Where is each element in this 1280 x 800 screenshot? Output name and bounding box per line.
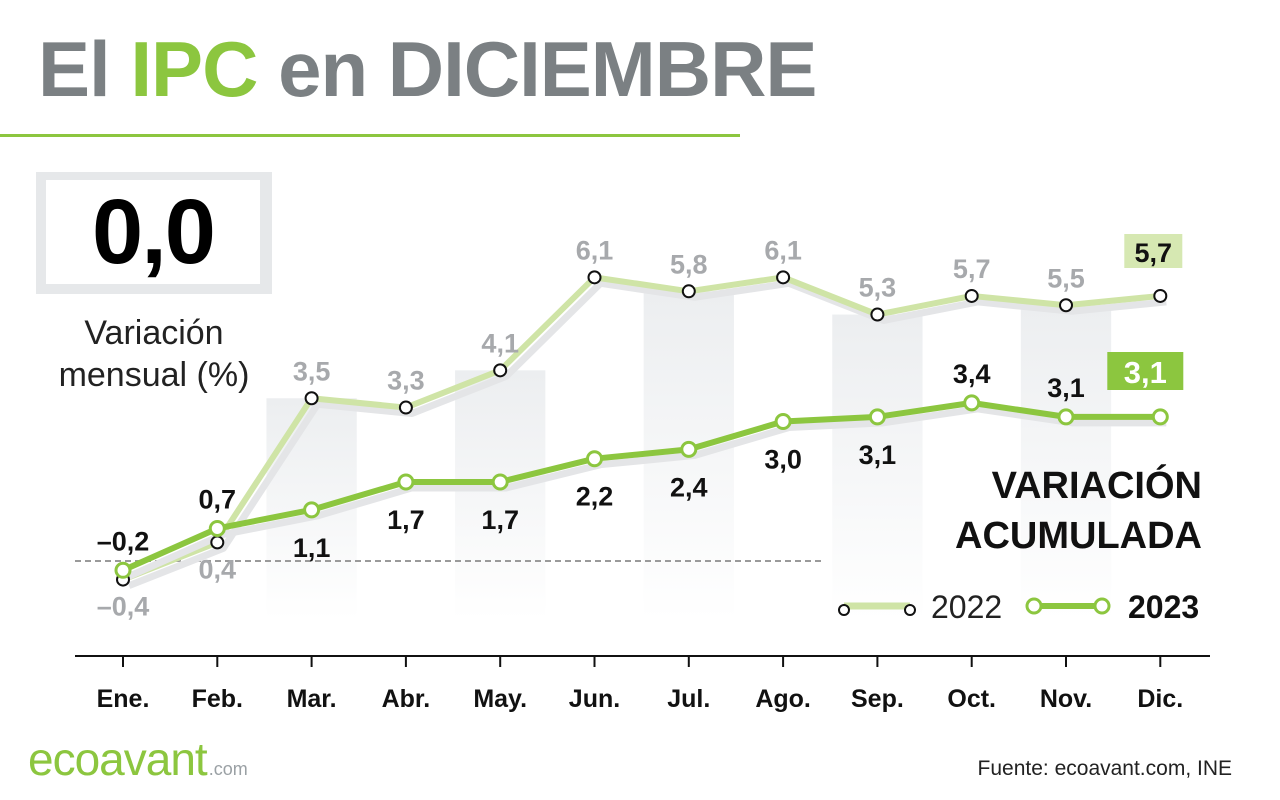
- x-tick-label: Oct.: [947, 685, 996, 713]
- value-highlight-box-2023: [1107, 352, 1184, 390]
- source-note: Fuente: ecoavant.com, INE: [977, 757, 1232, 780]
- data-label-2022: 4,1: [481, 328, 519, 358]
- data-label-2023: 3,1: [1047, 373, 1085, 403]
- x-tick-label: Mar.: [287, 685, 337, 713]
- data-label-2023: –0,2: [97, 526, 150, 556]
- series-2023-point: [1057, 408, 1075, 426]
- series-2022-point: [493, 363, 508, 378]
- data-label-2023: 1,1: [293, 533, 331, 563]
- x-tick-label: May.: [473, 685, 527, 713]
- legend-2023-marker: [1025, 597, 1043, 615]
- data-label-2022: 5,7: [953, 254, 991, 284]
- legend-2022-label: 2022: [931, 589, 1002, 625]
- data-label-2023: 2,2: [576, 482, 614, 512]
- series-2022-point: [1059, 298, 1073, 313]
- data-label-2022: 6,1: [576, 235, 614, 265]
- logo-domain: .com: [208, 759, 248, 779]
- legend-2022-marker: [904, 604, 916, 616]
- x-tick-label: Ago.: [755, 685, 811, 713]
- series-2023-point: [397, 473, 415, 491]
- title-underline: [0, 134, 740, 137]
- data-label-2023: 3,4: [953, 359, 991, 389]
- series-2022-point: [304, 391, 319, 406]
- panel-title-line2: ACUMULADA: [955, 515, 1202, 557]
- series-2023-point: [114, 561, 132, 579]
- x-tick-label: Sep.: [851, 685, 904, 713]
- x-tick-label: Feb.: [192, 685, 243, 713]
- data-label-2023: 1,7: [481, 505, 519, 535]
- logo-wordmark: ecoavant: [28, 733, 208, 785]
- series-2023-point: [774, 413, 792, 430]
- background-band: [832, 314, 923, 620]
- data-label-2023: 3,1: [859, 440, 897, 470]
- legend-2023-marker: [1093, 597, 1111, 615]
- kpi-box: 0,0: [36, 172, 272, 294]
- series-2023-point: [680, 440, 698, 458]
- x-tick-label: Abr.: [382, 685, 431, 713]
- data-label-2022: 3,5: [293, 356, 331, 386]
- series-2022-point: [776, 270, 791, 285]
- x-tick-label: Jul.: [667, 685, 710, 713]
- series-2023-point: [208, 519, 226, 537]
- title-prefix: El: [38, 25, 131, 113]
- data-label-2023: 2,4: [670, 472, 708, 502]
- title-suffix: en DICIEMBRE: [257, 25, 817, 113]
- page-title: El IPC en DICIEMBRE: [38, 30, 817, 108]
- series-2023-line: [121, 399, 1161, 574]
- legend-2022-marker: [838, 604, 850, 616]
- series-2023-shadow: [127, 405, 1167, 580]
- x-tick-label: Ene.: [97, 685, 150, 713]
- series-2022-point: [681, 284, 696, 299]
- series-2022-point: [587, 270, 602, 285]
- data-label-2022: 5,5: [1047, 263, 1085, 293]
- series-2022-point: [1153, 288, 1168, 303]
- series-2023-point: [868, 408, 886, 426]
- series-2022-point: [870, 307, 885, 322]
- background-band: [1020, 305, 1112, 620]
- ecoavant-logo: ecoavant .com: [28, 736, 248, 782]
- kpi-caption-line2: mensual (%): [58, 356, 250, 394]
- series-2023-point: [586, 450, 603, 468]
- background-band: [455, 370, 546, 620]
- kpi-caption: Variación mensual (%): [36, 312, 272, 396]
- series-2023-point: [303, 501, 321, 519]
- kpi-value: 0,0: [46, 180, 260, 284]
- title-highlight: IPC: [130, 25, 258, 113]
- series-2023-point: [491, 473, 509, 491]
- data-label-2022: 5,7: [1135, 238, 1173, 268]
- series-2022-point: [210, 535, 225, 550]
- data-label-2022: –0,4: [97, 592, 150, 622]
- data-label-2023: 1,7: [387, 505, 425, 535]
- data-label-2022: 5,8: [670, 249, 708, 279]
- x-tick-label: Dic.: [1137, 685, 1183, 713]
- series-2022-line: [121, 274, 1161, 583]
- data-label-2023: 3,0: [764, 445, 802, 475]
- series-2022-shadow: [127, 279, 1167, 589]
- legend-2023-label: 2023: [1128, 589, 1199, 625]
- data-label-2023: 3,1: [1124, 355, 1167, 390]
- series-2023-point: [963, 394, 981, 412]
- data-label-2022: 5,3: [859, 273, 897, 303]
- data-label-2023: 0,7: [199, 484, 237, 514]
- panel-title-line1: VARIACIÓN: [992, 463, 1202, 507]
- series-2022-point: [964, 288, 979, 303]
- data-label-2022: 6,1: [764, 235, 802, 265]
- data-label-2022: 0,4: [199, 554, 237, 584]
- data-label-2022: 3,3: [387, 366, 425, 396]
- x-tick-label: Jun.: [569, 685, 620, 713]
- kpi-caption-line1: Variación: [84, 314, 224, 352]
- value-highlight-box-2022: [1124, 234, 1183, 268]
- x-tick-label: Nov.: [1040, 685, 1092, 713]
- series-2023-point: [1151, 408, 1169, 426]
- series-2022-point: [398, 400, 413, 415]
